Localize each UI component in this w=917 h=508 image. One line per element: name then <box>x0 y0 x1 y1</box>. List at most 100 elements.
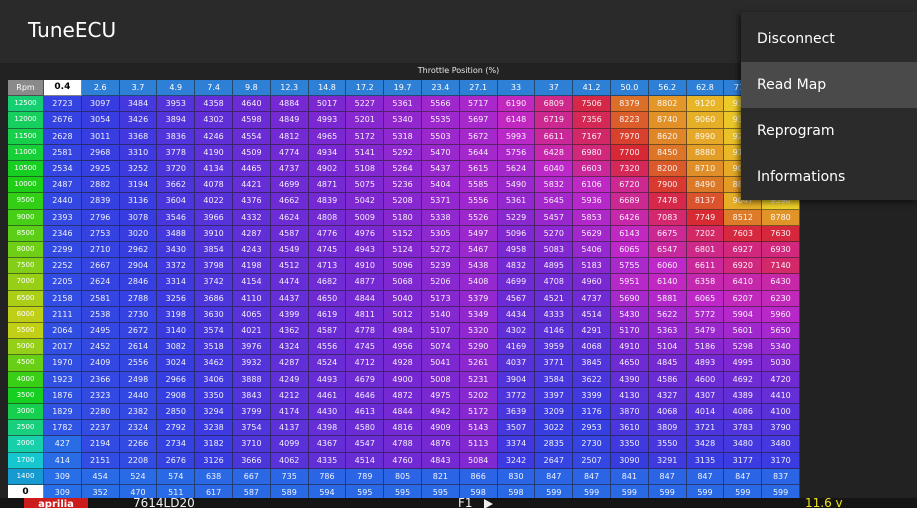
map-cell[interactable]: 2393 <box>44 209 82 226</box>
rpm-row-label[interactable]: 4500 <box>8 355 44 372</box>
map-cell[interactable]: 2710 <box>81 242 120 259</box>
menu-item-reprogram[interactable]: Reprogram <box>757 123 835 139</box>
rpm-row-label[interactable]: 12000 <box>8 112 44 129</box>
map-cell[interactable]: 3966 <box>195 209 233 226</box>
map-cell[interactable]: 2846 <box>119 274 158 291</box>
map-cell[interactable]: 3894 <box>157 112 196 129</box>
map-cell[interactable]: 3140 <box>157 323 196 340</box>
map-cell[interactable]: 2299 <box>44 242 82 259</box>
map-cell[interactable]: 4876 <box>422 436 460 453</box>
map-cell[interactable]: 4390 <box>611 371 649 388</box>
map-cell[interactable]: 3020 <box>119 225 158 242</box>
map-cell[interactable]: 4872 <box>384 387 422 404</box>
map-cell[interactable]: 4778 <box>346 323 385 340</box>
map-cell[interactable]: 2753 <box>81 225 120 242</box>
map-cell[interactable]: 4975 <box>422 387 460 404</box>
map-cell[interactable]: 4410 <box>762 387 800 404</box>
map-cell[interactable]: 2323 <box>81 387 120 404</box>
map-cell[interactable]: 847 <box>648 468 687 485</box>
map-cell[interactable]: 3209 <box>535 404 574 421</box>
map-cell[interactable]: 2904 <box>119 258 158 275</box>
rpm-row-label[interactable]: 8500 <box>8 225 44 242</box>
map-cell[interactable]: 4287 <box>270 355 309 372</box>
map-cell[interactable]: 3507 <box>497 420 536 437</box>
map-cell[interactable]: 5479 <box>686 323 725 340</box>
map-cell[interactable]: 4362 <box>270 323 309 340</box>
map-cell[interactable]: 4976 <box>346 225 385 242</box>
map-cell[interactable]: 5264 <box>384 161 422 178</box>
map-cell[interactable]: 2839 <box>81 193 120 210</box>
map-cell[interactable]: 4650 <box>611 355 649 372</box>
throttle-header[interactable]: 62.8 <box>686 80 725 97</box>
map-cell[interactable]: 5404 <box>422 177 460 194</box>
map-cell[interactable]: 414 <box>44 452 82 469</box>
map-cell[interactable]: 5236 <box>384 177 422 194</box>
throttle-header[interactable]: 19.7 <box>384 80 422 97</box>
map-cell[interactable]: 3953 <box>157 96 196 113</box>
map-cell[interactable]: 9120 <box>686 96 725 113</box>
map-cell[interactable]: 2676 <box>44 112 82 129</box>
menu-item-disconnect[interactable]: Disconnect <box>757 31 835 47</box>
map-cell[interactable]: 5672 <box>459 128 498 145</box>
map-cell[interactable]: 5438 <box>459 258 498 275</box>
map-cell[interactable]: 4547 <box>346 436 385 453</box>
map-cell[interactable]: 830 <box>497 468 536 485</box>
map-cell[interactable]: 2966 <box>157 371 196 388</box>
map-cell[interactable]: 4302 <box>195 112 233 129</box>
map-cell[interactable]: 8450 <box>648 144 687 161</box>
map-cell[interactable]: 8137 <box>686 193 725 210</box>
map-cell[interactable]: 5183 <box>573 258 611 275</box>
map-cell[interactable]: 2968 <box>81 144 120 161</box>
map-cell[interactable]: 1829 <box>44 404 82 421</box>
map-cell[interactable]: 4154 <box>233 274 271 291</box>
map-cell[interactable]: 2158 <box>44 290 82 307</box>
map-cell[interactable]: 4760 <box>384 452 422 469</box>
map-cell[interactable]: 847 <box>535 468 574 485</box>
map-cell[interactable]: 7700 <box>611 144 649 161</box>
map-cell[interactable]: 866 <box>459 468 498 485</box>
map-cell[interactable]: 5406 <box>573 242 611 259</box>
map-cell[interactable]: 2208 <box>119 452 158 469</box>
map-cell[interactable]: 5040 <box>384 290 422 307</box>
map-cell[interactable]: 5993 <box>497 128 536 145</box>
map-cell[interactable]: 6603 <box>573 161 611 178</box>
map-cell[interactable]: 6410 <box>724 274 763 291</box>
map-cell[interactable]: 8802 <box>648 96 687 113</box>
map-cell[interactable]: 2925 <box>81 161 120 178</box>
map-cell[interactable]: 4078 <box>195 177 233 194</box>
map-cell[interactable]: 6426 <box>611 209 649 226</box>
map-cell[interactable]: 4174 <box>270 404 309 421</box>
map-cell[interactable]: 2538 <box>81 306 120 323</box>
rpm-row-label[interactable]: 12500 <box>8 96 44 113</box>
map-cell[interactable]: 5186 <box>686 339 725 356</box>
map-cell[interactable]: 3836 <box>157 128 196 145</box>
map-cell[interactable]: 6720 <box>611 177 649 194</box>
map-cell[interactable]: 2111 <box>44 306 82 323</box>
map-cell[interactable]: 5170 <box>611 323 649 340</box>
map-cell[interactable]: 3809 <box>648 420 687 437</box>
map-cell[interactable]: 2908 <box>157 387 196 404</box>
map-cell[interactable]: 4514 <box>346 452 385 469</box>
map-cell[interactable]: 3176 <box>573 404 611 421</box>
map-cell[interactable]: 5152 <box>384 225 422 242</box>
map-cell[interactable]: 5951 <box>611 274 649 291</box>
map-cell[interactable]: 3136 <box>119 193 158 210</box>
map-cell[interactable]: 3584 <box>535 371 574 388</box>
map-cell[interactable]: 2614 <box>119 339 158 356</box>
throttle-header[interactable]: 41.2 <box>573 80 611 97</box>
map-cell[interactable]: 454 <box>81 468 120 485</box>
map-cell[interactable]: 3194 <box>119 177 158 194</box>
map-cell[interactable]: 5201 <box>346 112 385 129</box>
map-cell[interactable]: 4910 <box>611 339 649 356</box>
map-cell[interactable]: 841 <box>611 468 649 485</box>
map-cell[interactable]: 4812 <box>270 128 309 145</box>
map-cell[interactable]: 6148 <box>497 112 536 129</box>
map-cell[interactable]: 4877 <box>346 274 385 291</box>
map-cell[interactable]: 3798 <box>195 258 233 275</box>
map-cell[interactable]: 4212 <box>270 387 309 404</box>
map-cell[interactable]: 4909 <box>422 420 460 437</box>
map-cell[interactable]: 786 <box>308 468 347 485</box>
map-cell[interactable]: 7478 <box>648 193 687 210</box>
map-cell[interactable]: 4465 <box>233 161 271 178</box>
map-cell[interactable]: 2064 <box>44 323 82 340</box>
